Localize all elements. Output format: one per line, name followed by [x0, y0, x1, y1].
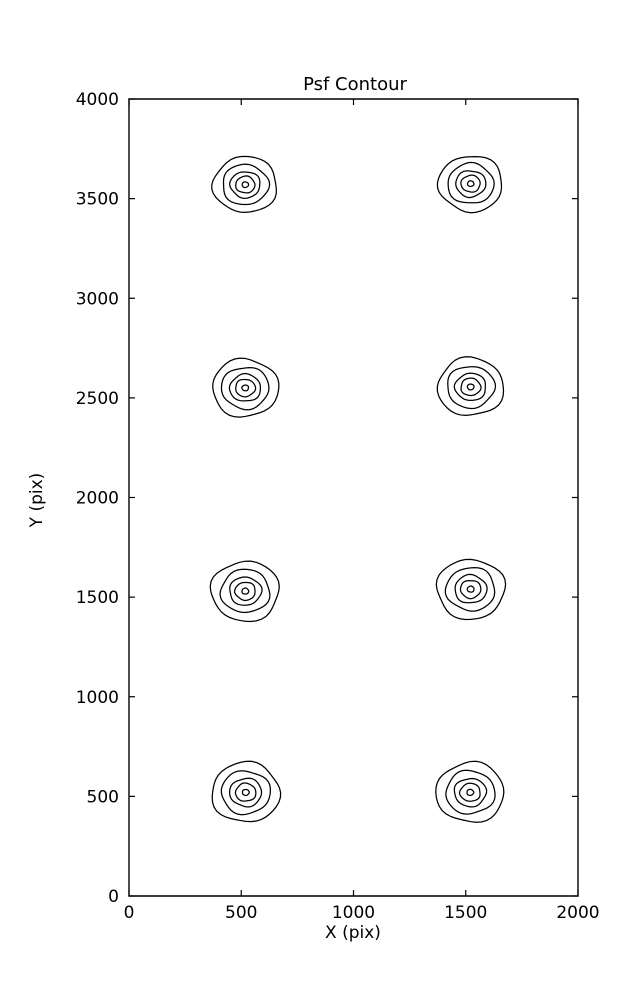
contour-level-ring — [229, 171, 261, 199]
contour-level-ring — [447, 366, 497, 410]
contour-level-ring — [222, 163, 271, 206]
contour-level-ring — [219, 568, 271, 614]
x-axis-ticks: 0 500 1000 1500 2000 — [124, 99, 600, 923]
psf-contour-source — [435, 558, 507, 621]
y-tick-label: 2500 — [76, 389, 119, 409]
contour-level-ring — [241, 788, 250, 797]
contour-level-ring — [228, 777, 263, 808]
contour-level-ring — [445, 769, 496, 815]
contour-level-ring — [466, 585, 475, 593]
contour-level-ring — [459, 580, 482, 600]
contour-level-ring — [235, 175, 256, 194]
contour-level-ring — [466, 180, 475, 188]
contour-level-ring — [444, 567, 496, 612]
x-tick-label: 1500 — [444, 903, 487, 923]
contour-level-ring — [211, 155, 277, 214]
psf-contour-source — [436, 356, 505, 416]
contour-level-ring — [241, 587, 250, 595]
contour-level-ring — [241, 181, 250, 189]
contour-level-ring — [228, 372, 262, 402]
y-tick-label: 3500 — [76, 190, 119, 210]
contour-level-ring — [435, 558, 507, 621]
x-tick-label: 0 — [124, 903, 135, 923]
psf-contour-source — [211, 760, 282, 823]
contour-level-ring — [435, 760, 505, 823]
contour-level-ring — [234, 782, 257, 802]
y-axis-ticks: 0 500 1000 1500 2000 2500 3000 3500 4000 — [76, 90, 578, 907]
y-tick-label: 1000 — [76, 688, 119, 708]
psf-contour-source — [435, 760, 505, 823]
contour-level-ring — [233, 581, 256, 602]
contour-level-ring — [458, 782, 481, 802]
y-tick-label: 0 — [108, 887, 119, 907]
contour-level-ring — [235, 378, 257, 398]
y-axis-label: Y (pix) — [27, 473, 47, 529]
contour-level-ring — [466, 383, 475, 391]
contour-level-ring — [436, 356, 505, 416]
contour-level-ring — [211, 760, 282, 823]
page-title: Psf Contour — [303, 74, 407, 95]
contour-level-ring — [454, 573, 488, 604]
contour-level-ring — [453, 777, 488, 808]
psf-contour-source — [209, 560, 280, 623]
contour-level-ring — [447, 161, 495, 204]
contour-level-ring — [460, 174, 481, 193]
y-tick-label: 2000 — [76, 489, 119, 509]
contour-level-ring — [466, 788, 475, 796]
contour-level-ring — [220, 367, 270, 411]
contour-level-ring — [212, 357, 280, 418]
y-tick-label: 1500 — [76, 588, 119, 608]
contour-layer — [209, 155, 507, 823]
psf-contour-source — [211, 155, 277, 214]
contour-level-ring — [209, 560, 280, 623]
contour-level-ring — [455, 170, 487, 199]
contour-level-ring — [436, 155, 503, 214]
contour-level-ring — [229, 576, 263, 606]
contour-level-ring — [220, 770, 272, 816]
psf-contour-source — [212, 357, 280, 418]
contour-level-ring — [460, 377, 482, 397]
y-tick-label: 4000 — [76, 90, 119, 110]
psf-contour-source — [436, 155, 503, 214]
x-axis-label: X (pix) — [325, 923, 381, 943]
plot-background — [129, 99, 578, 896]
x-tick-label: 1000 — [332, 903, 375, 923]
x-tick-label: 500 — [225, 903, 257, 923]
contour-level-ring — [241, 384, 250, 392]
y-tick-label: 500 — [87, 787, 119, 807]
y-tick-label: 3000 — [76, 289, 119, 309]
x-tick-label: 2000 — [556, 903, 599, 923]
contour-level-ring — [453, 372, 486, 402]
